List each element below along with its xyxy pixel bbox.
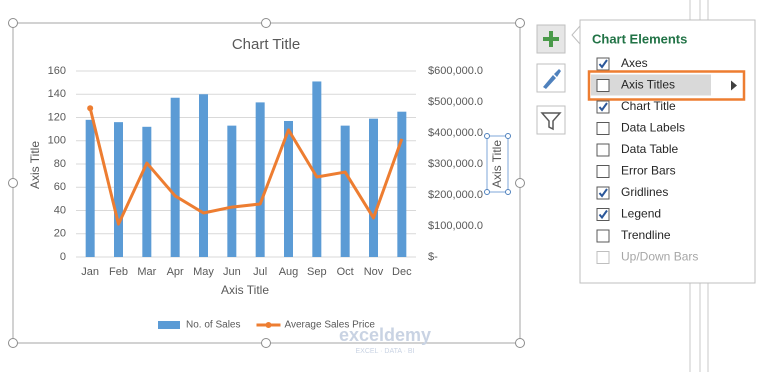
- checkbox[interactable]: [596, 122, 610, 135]
- checkbox[interactable]: [596, 143, 610, 157]
- chart-title[interactable]: Chart Title: [232, 36, 300, 53]
- item-focus-frame: [587, 70, 746, 101]
- panel-pointer: [571, 25, 581, 45]
- y2-tick-label: $-: [428, 251, 438, 263]
- y-tick-label: 80: [54, 158, 66, 170]
- x-tick-label: Apr: [167, 266, 184, 278]
- x-tick-label: May: [193, 266, 214, 278]
- y2-tick-label: $300,000.0: [428, 158, 483, 170]
- x-tick-label: Jul: [253, 266, 267, 278]
- bar[interactable]: [142, 126, 152, 257]
- x-tick-label: Nov: [364, 266, 384, 278]
- x-tick-label: Dec: [392, 266, 412, 278]
- bar[interactable]: [170, 97, 180, 257]
- filter-icon: [540, 112, 562, 131]
- y-tick-label: 120: [48, 111, 66, 123]
- selection-handles: [8, 18, 525, 348]
- item-highlight: [591, 74, 711, 96]
- bar[interactable]: [369, 118, 378, 257]
- checkmark: [598, 188, 608, 198]
- y-tick-label: 60: [54, 181, 66, 193]
- x-axis-title[interactable]: Axis Title: [221, 283, 269, 297]
- bar[interactable]: [312, 81, 322, 258]
- bar[interactable]: [227, 125, 237, 257]
- checkmark: [598, 209, 608, 220]
- brush-icon: [543, 69, 561, 89]
- plus-icon: [543, 31, 559, 47]
- item-label[interactable]: Chart Title: [621, 99, 676, 113]
- y-tick-label: 20: [54, 228, 66, 240]
- item-label[interactable]: Error Bars: [621, 164, 676, 178]
- watermark-tagline: EXCEL · DATA · BI: [356, 348, 415, 355]
- item-label[interactable]: Trendline: [621, 228, 671, 242]
- x-tick-label: Oct: [337, 266, 354, 278]
- y2-axis-title[interactable]: Axis Title: [490, 140, 504, 188]
- item-label[interactable]: Axes: [621, 56, 648, 70]
- x-tick-label: Mar: [137, 266, 156, 278]
- selected-box: [486, 135, 509, 193]
- watermark: exceldemy: [339, 325, 431, 345]
- legend-label: No. of Sales: [186, 320, 240, 331]
- bar[interactable]: [340, 125, 350, 257]
- y-tick-label: 40: [54, 204, 66, 216]
- x-tick-label: Feb: [109, 266, 128, 278]
- y-tick-label: 160: [48, 65, 66, 77]
- bar[interactable]: [199, 94, 208, 257]
- bar[interactable]: [85, 119, 95, 257]
- item-label: Up/Down Bars: [621, 250, 698, 264]
- bar[interactable]: [284, 120, 293, 257]
- checkbox: [596, 251, 610, 264]
- item-label[interactable]: Gridlines: [621, 185, 668, 199]
- checkbox[interactable]: [596, 79, 610, 92]
- bar[interactable]: [397, 111, 407, 257]
- checkmark: [598, 102, 608, 112]
- line-series[interactable]: [88, 107, 404, 226]
- line-marker: [87, 105, 94, 112]
- y2-tick-label: $400,000.0: [428, 127, 483, 139]
- bar[interactable]: [255, 102, 265, 257]
- y2-tick-label: $600,000.0: [428, 65, 483, 77]
- item-label[interactable]: Axis Titles: [621, 78, 675, 92]
- y-tick-label: 100: [48, 135, 66, 147]
- legend-swatch: [265, 322, 272, 328]
- y2-tick-label: $200,000.0: [428, 189, 483, 201]
- legend-swatch: [158, 321, 180, 329]
- item-label[interactable]: Data Table: [621, 142, 678, 156]
- bar[interactable]: [114, 122, 123, 258]
- y-tick-label: 140: [48, 88, 66, 100]
- title-handles: [484, 133, 511, 195]
- panel-title: Chart Elements: [592, 31, 687, 46]
- x-tick-label: Sep: [307, 266, 327, 278]
- y2-tick-label: $100,000.0: [428, 220, 483, 232]
- y-axis-title[interactable]: Axis Title: [28, 141, 42, 189]
- x-tick-label: Jun: [223, 266, 241, 278]
- legend-label: Average Sales Price: [284, 320, 375, 331]
- x-tick-label: Jan: [81, 266, 99, 278]
- x-tick-label: Aug: [279, 266, 299, 278]
- checkbox[interactable]: [596, 165, 610, 178]
- submenu-arrow[interactable]: [731, 80, 737, 91]
- item-label[interactable]: Data Labels: [621, 121, 685, 135]
- y-tick-label: 0: [60, 251, 66, 263]
- item-label[interactable]: Legend: [621, 207, 661, 221]
- checkbox[interactable]: [596, 229, 610, 243]
- y2-tick-label: $500,000.0: [428, 96, 483, 108]
- checkmark: [598, 59, 608, 69]
- chart-area[interactable]: [12, 22, 521, 344]
